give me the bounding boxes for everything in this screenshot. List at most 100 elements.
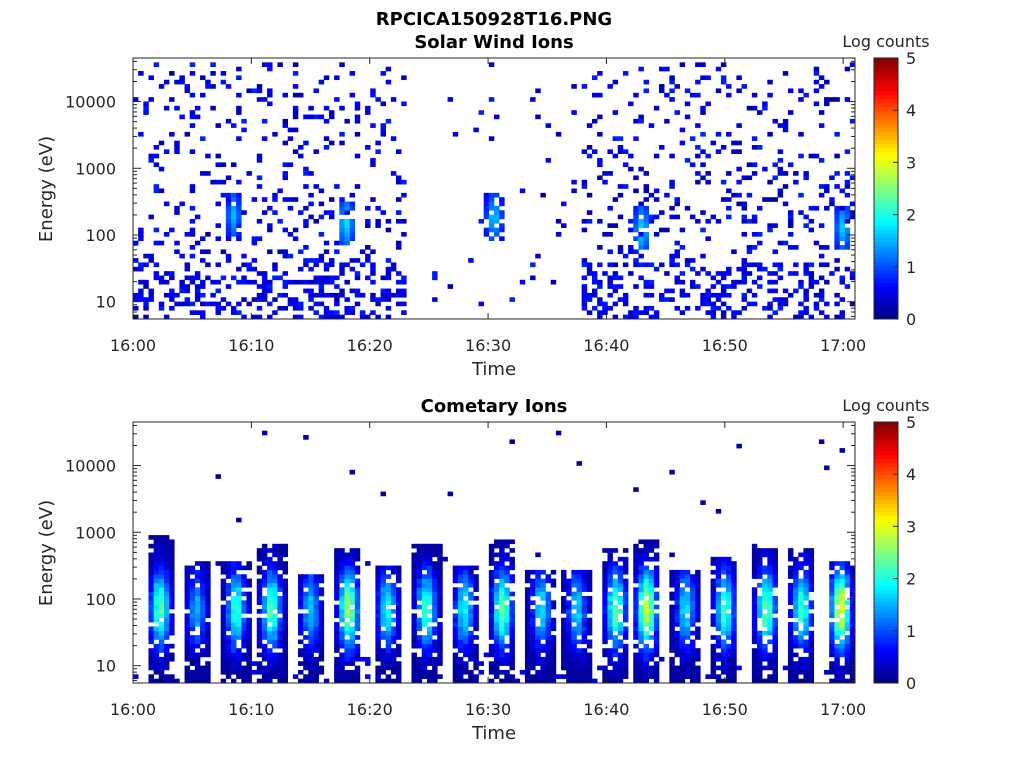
heatmap-cell — [148, 630, 154, 636]
heatmap-cell — [612, 591, 619, 597]
heatmap-cell — [303, 626, 309, 632]
heatmap-cell — [457, 574, 464, 579]
heatmap-cell — [390, 678, 397, 684]
heatmap-cell — [550, 652, 557, 658]
heatmap-cell — [169, 227, 175, 233]
heatmap-cell — [757, 232, 763, 237]
heatmap-cell — [184, 635, 191, 640]
heatmap-cell — [416, 565, 423, 571]
heatmap-cell — [648, 569, 655, 575]
heatmap-cell — [607, 661, 613, 666]
heatmap-cell — [380, 123, 386, 128]
heatmap-cell — [715, 574, 722, 579]
heatmap-cell — [715, 271, 722, 276]
heatmap-cell — [648, 626, 655, 632]
heatmap-cell — [282, 678, 289, 684]
heatmap-cell — [416, 543, 423, 549]
heatmap-cell — [648, 262, 655, 268]
heatmap-cell — [163, 552, 170, 558]
colorbar-segment — [874, 519, 898, 525]
heatmap-cell — [230, 192, 237, 198]
heatmap-cell — [396, 630, 402, 636]
heatmap-cell — [169, 292, 175, 298]
heatmap-cell — [344, 310, 350, 315]
heatmap-cell — [530, 678, 536, 684]
heatmap-cell — [251, 88, 258, 94]
heatmap-cell — [849, 578, 856, 584]
heatmap-cell — [648, 218, 655, 224]
heatmap-cell — [308, 266, 314, 272]
heatmap-cell — [246, 617, 252, 623]
heatmap-cell — [432, 617, 438, 623]
heatmap-cell — [834, 578, 840, 584]
heatmap-cell — [772, 661, 778, 666]
heatmap-cell — [643, 245, 650, 250]
heatmap-cell — [849, 210, 856, 215]
heatmap-cell — [710, 214, 717, 220]
heatmap-cell — [401, 192, 407, 198]
heatmap-cell — [653, 543, 660, 549]
heatmap-cell — [633, 674, 639, 679]
heatmap-cell — [798, 301, 804, 307]
colorbar-label: Log counts — [842, 396, 929, 415]
heatmap-cell — [447, 97, 454, 102]
heatmap-cell — [669, 678, 675, 684]
heatmap-cell — [169, 604, 175, 610]
heatmap-cell — [762, 565, 768, 571]
heatmap-cell — [308, 587, 314, 592]
colorbar-segment — [874, 314, 898, 320]
heatmap-cell — [540, 630, 546, 636]
heatmap-cell — [169, 548, 175, 553]
heatmap-cell — [189, 609, 196, 614]
heatmap-cell — [731, 192, 737, 198]
heatmap-cell — [628, 218, 634, 224]
heatmap-cell — [308, 279, 314, 285]
heatmap-cell — [148, 158, 154, 163]
heatmap-cell — [463, 626, 469, 632]
heatmap-cell — [138, 266, 144, 272]
heatmap-cell — [158, 613, 165, 619]
heatmap-cell — [566, 582, 572, 588]
heatmap-cell — [793, 600, 799, 605]
heatmap-cell — [566, 622, 572, 627]
heatmap-cell — [499, 578, 505, 584]
heatmap-cell — [617, 665, 624, 671]
heatmap-cell — [757, 596, 763, 601]
heatmap-cell — [148, 678, 154, 684]
heatmap-cell — [396, 301, 402, 307]
heatmap-cell — [303, 665, 309, 671]
heatmap-cell — [354, 288, 361, 294]
heatmap-cell — [200, 674, 206, 679]
heatmap-cell — [524, 639, 531, 645]
heatmap-cell — [849, 665, 856, 671]
heatmap-cell — [844, 232, 851, 237]
heatmap-cell — [241, 604, 247, 610]
heatmap-cell — [746, 249, 753, 255]
heatmap-cell — [334, 97, 340, 102]
heatmap-cell — [545, 643, 552, 649]
heatmap-cell — [267, 600, 273, 605]
heatmap-cell — [437, 569, 443, 575]
heatmap-cell — [153, 596, 160, 601]
heatmap-cell — [612, 604, 619, 610]
heatmap-cell — [757, 240, 763, 246]
colorbar-segment — [874, 102, 898, 108]
heatmap-cell — [267, 205, 273, 211]
heatmap-cell — [282, 665, 289, 671]
heatmap-cell — [731, 613, 737, 619]
heatmap-cell — [638, 661, 644, 666]
heatmap-cell — [581, 149, 588, 154]
heatmap-cell — [488, 591, 495, 597]
heatmap-cell — [323, 678, 330, 684]
heatmap-cell — [561, 604, 567, 610]
heatmap-cell — [772, 630, 778, 636]
heatmap-cell — [246, 656, 252, 662]
heatmap-cell — [669, 656, 675, 662]
heatmap-cell — [499, 652, 505, 658]
heatmap-cell — [153, 188, 160, 194]
heatmap-cell — [236, 635, 242, 640]
heatmap-cell — [566, 587, 572, 592]
heatmap-cell — [230, 561, 237, 566]
heatmap-cell — [401, 218, 407, 224]
heatmap-cell — [566, 630, 572, 636]
